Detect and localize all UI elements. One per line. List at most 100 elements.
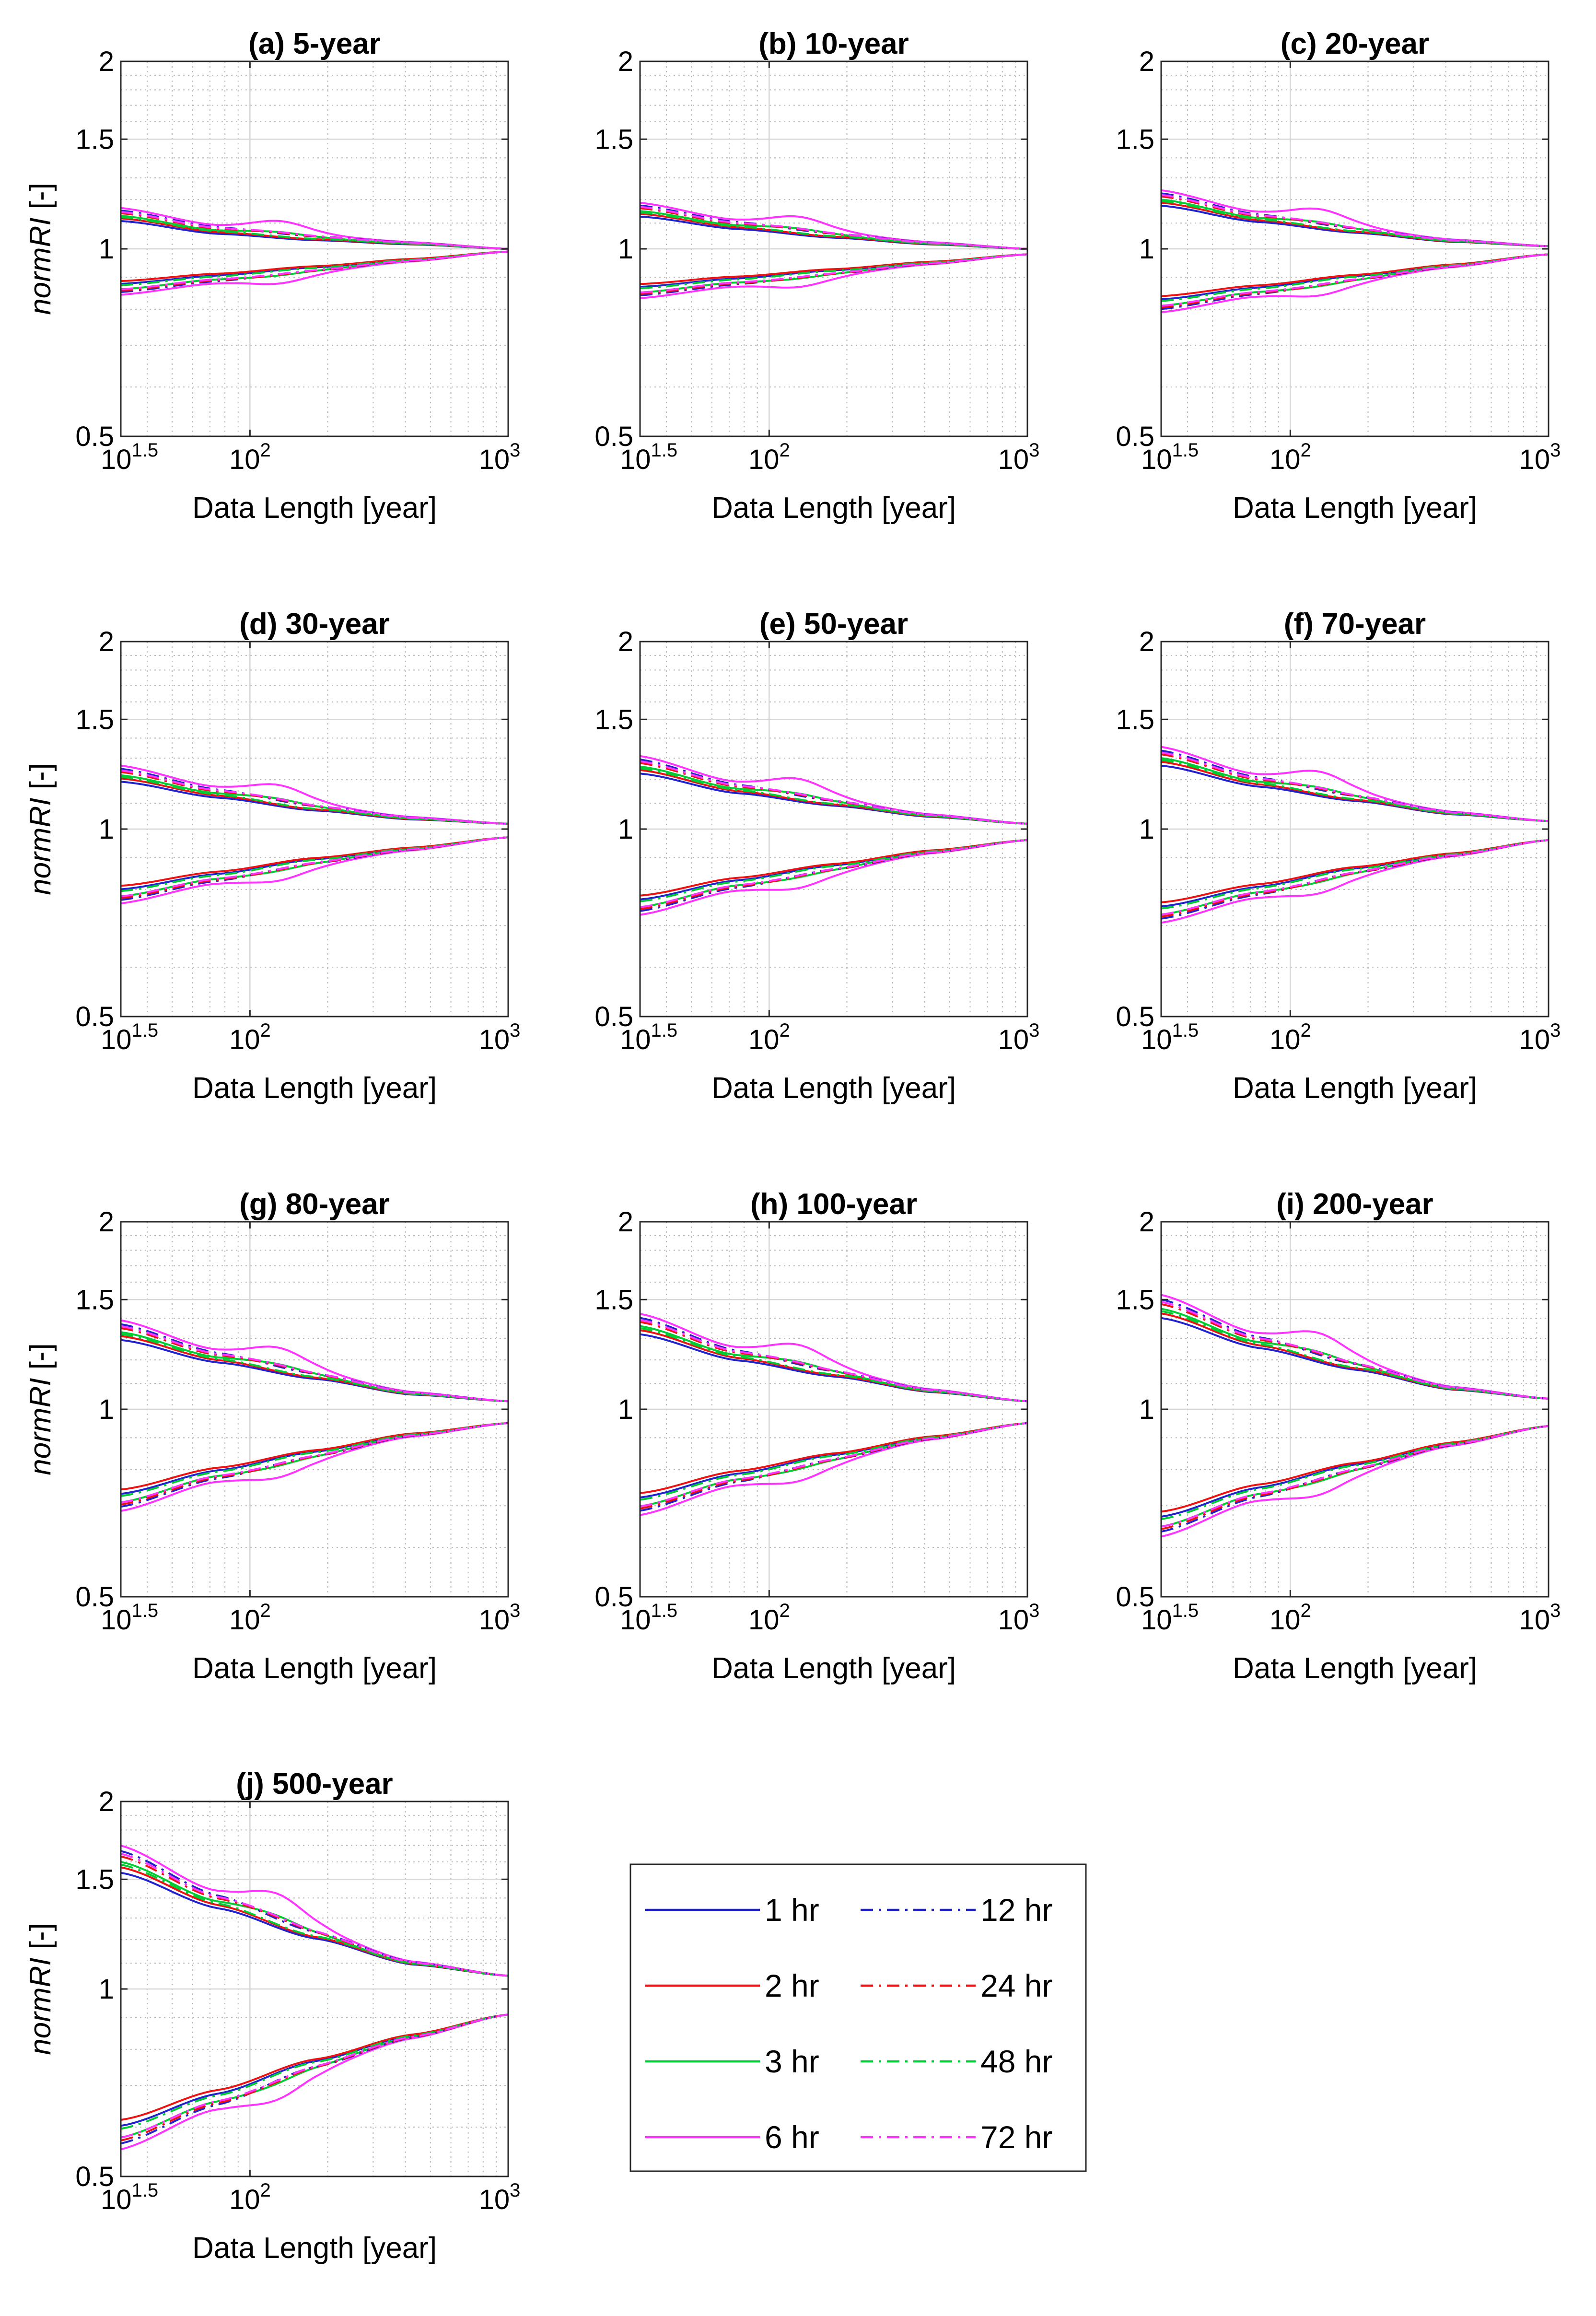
series-line-72hr-lower xyxy=(640,253,1028,293)
x-axis-label: Data Length [year] xyxy=(192,2232,437,2265)
y-axis-label: normRI [-] xyxy=(24,763,57,895)
series-line-72hr-upper xyxy=(1161,1300,1549,1400)
series-line-2hr-lower xyxy=(1161,253,1549,297)
series-group xyxy=(120,1319,509,1512)
series-line-72hr-upper xyxy=(120,1852,509,1977)
series-line-6hr-upper xyxy=(640,755,1028,825)
series-line-12hr-upper xyxy=(120,768,509,825)
x-tick-label: 102 xyxy=(748,1020,790,1055)
series-line-2hr-upper xyxy=(640,212,1028,250)
x-tick-label: 103 xyxy=(479,1600,521,1636)
x-tick-label: 101.5 xyxy=(1141,1600,1199,1636)
series-group xyxy=(640,755,1028,916)
series-line-2hr-lower xyxy=(1161,1425,1549,1513)
series-line-72hr-lower xyxy=(1161,253,1549,307)
series-line-6hr-lower xyxy=(640,1422,1028,1516)
series-line-2hr-upper xyxy=(120,777,509,825)
panel-title: (b) 10-year xyxy=(758,27,909,60)
y-tick-label: 1 xyxy=(99,1974,114,2005)
x-tick-label: 101.5 xyxy=(1141,440,1199,475)
y-tick-label: 2 xyxy=(1139,626,1154,657)
legend-label: 3 hr xyxy=(765,2044,819,2079)
x-tick-label: 102 xyxy=(229,1020,271,1055)
panel-c: (c) 20-year 0.5 1 1.5 2 101.5 102 103 Data Lengt… xyxy=(1116,27,1561,525)
grid xyxy=(121,1222,508,1597)
series-line-6hr-lower xyxy=(640,253,1028,299)
grid xyxy=(1161,1222,1549,1597)
x-tick-label: 102 xyxy=(229,2180,271,2215)
legend-label: 6 hr xyxy=(765,2119,819,2155)
series-group xyxy=(120,207,509,296)
grid xyxy=(121,642,508,1017)
x-tick-label: 103 xyxy=(1519,440,1561,475)
panel-b: (b) 10-year 0.5 1 1.5 2 101.5 102 103 Data Lengt… xyxy=(594,27,1039,525)
y-tick-label: 1.5 xyxy=(1116,704,1154,735)
series-line-6hr-lower xyxy=(120,1422,509,1512)
legend-label: 72 hr xyxy=(980,2119,1052,2155)
legend: 1 hr 2 hr 3 hr 6 hr 12 hr 24 hr 48 hr 72 hr xyxy=(629,1863,1087,2172)
series-line-6hr-lower xyxy=(1161,1425,1549,1538)
series-line-6hr-upper xyxy=(120,1844,509,1977)
series-line-48hr-upper xyxy=(1161,759,1549,822)
panel-title: (d) 30-year xyxy=(239,608,390,641)
panel-title: (f) 70-year xyxy=(1284,608,1426,641)
y-tick-label: 2 xyxy=(618,46,633,77)
series-line-6hr-upper xyxy=(640,201,1028,250)
y-tick-label: 1 xyxy=(1139,1394,1154,1425)
x-tick-label: 102 xyxy=(748,1600,790,1636)
x-axis-label: Data Length [year] xyxy=(1233,1652,1477,1685)
y-tick-label: 2 xyxy=(1139,46,1154,77)
series-line-24hr-lower xyxy=(1161,839,1549,918)
x-tick-label: 102 xyxy=(229,1600,271,1636)
x-tick-label: 102 xyxy=(1270,1600,1311,1636)
y-axis-label: normRI [-] xyxy=(24,1923,57,2055)
series-line-6hr-lower xyxy=(1161,839,1549,924)
x-tick-label: 103 xyxy=(479,1020,521,1055)
panel-title: (j) 500-year xyxy=(236,1767,393,1801)
y-tick-label: 1.5 xyxy=(75,1284,114,1315)
y-tick-label: 0.5 xyxy=(75,2161,114,2192)
x-tick-label: 102 xyxy=(1270,1020,1311,1055)
series-line-2hr-lower xyxy=(640,1422,1028,1494)
grid xyxy=(640,642,1027,1017)
x-tick-label: 103 xyxy=(1519,1600,1561,1636)
x-tick-label: 101.5 xyxy=(101,440,158,475)
series-group xyxy=(640,1312,1028,1516)
series-line-72hr-upper xyxy=(1161,194,1549,247)
series-line-48hr-lower xyxy=(120,2013,509,2130)
grid xyxy=(121,61,508,436)
panel-title: (h) 100-year xyxy=(750,1188,917,1221)
y-tick-label: 1.5 xyxy=(594,1284,633,1315)
panel-j: (j) 500-year 0.5 1 1.5 2 101.5 102 103 Data Leng… xyxy=(24,1767,520,2265)
x-tick-label: 101.5 xyxy=(620,1020,677,1055)
series-line-12hr-upper xyxy=(120,1850,509,1977)
y-tick-label: 2 xyxy=(618,1206,633,1238)
panel-i: (i) 200-year 0.5 1 1.5 2 101.5 102 103 Data Leng… xyxy=(1116,1188,1561,1685)
y-axis-label: normRI [-] xyxy=(24,183,57,315)
series-line-1hr-lower xyxy=(1161,1425,1549,1518)
series-group xyxy=(1161,1294,1549,1538)
legend-frame xyxy=(629,1863,1087,2172)
series-line-6hr-upper xyxy=(640,1312,1028,1403)
grid xyxy=(640,1222,1027,1597)
y-axis-label: normRI [-] xyxy=(24,1343,57,1475)
y-tick-label: 1.5 xyxy=(1116,124,1154,155)
x-tick-label: 101.5 xyxy=(620,440,677,475)
x-tick-label: 102 xyxy=(748,440,790,475)
grid xyxy=(640,61,1027,436)
y-tick-label: 2 xyxy=(618,626,633,657)
x-tick-label: 101.5 xyxy=(1141,1020,1199,1055)
grid xyxy=(121,1801,508,2176)
y-tick-label: 1.5 xyxy=(594,124,633,155)
panel-h: (h) 100-year 0.5 1 1.5 2 101.5 102 103 Data Leng… xyxy=(594,1188,1039,1685)
y-tick-label: 1.5 xyxy=(75,124,114,155)
series-line-6hr-upper xyxy=(1161,189,1549,247)
y-tick-label: 1 xyxy=(618,814,633,845)
series-group xyxy=(1161,189,1549,314)
series-line-6hr-upper xyxy=(120,1319,509,1403)
legend-label: 24 hr xyxy=(980,1968,1052,2003)
series-line-6hr-lower xyxy=(640,839,1028,916)
grid xyxy=(1161,642,1549,1017)
panel-title: (e) 50-year xyxy=(759,608,908,641)
